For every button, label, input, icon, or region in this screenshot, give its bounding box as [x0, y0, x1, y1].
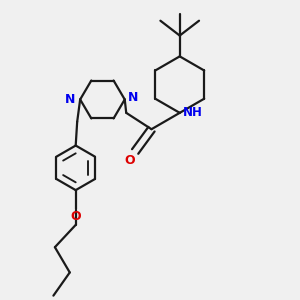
- Text: N: N: [128, 92, 139, 104]
- Text: O: O: [70, 210, 81, 224]
- Text: NH: NH: [183, 106, 203, 119]
- Text: O: O: [124, 154, 135, 167]
- Text: N: N: [64, 93, 75, 106]
